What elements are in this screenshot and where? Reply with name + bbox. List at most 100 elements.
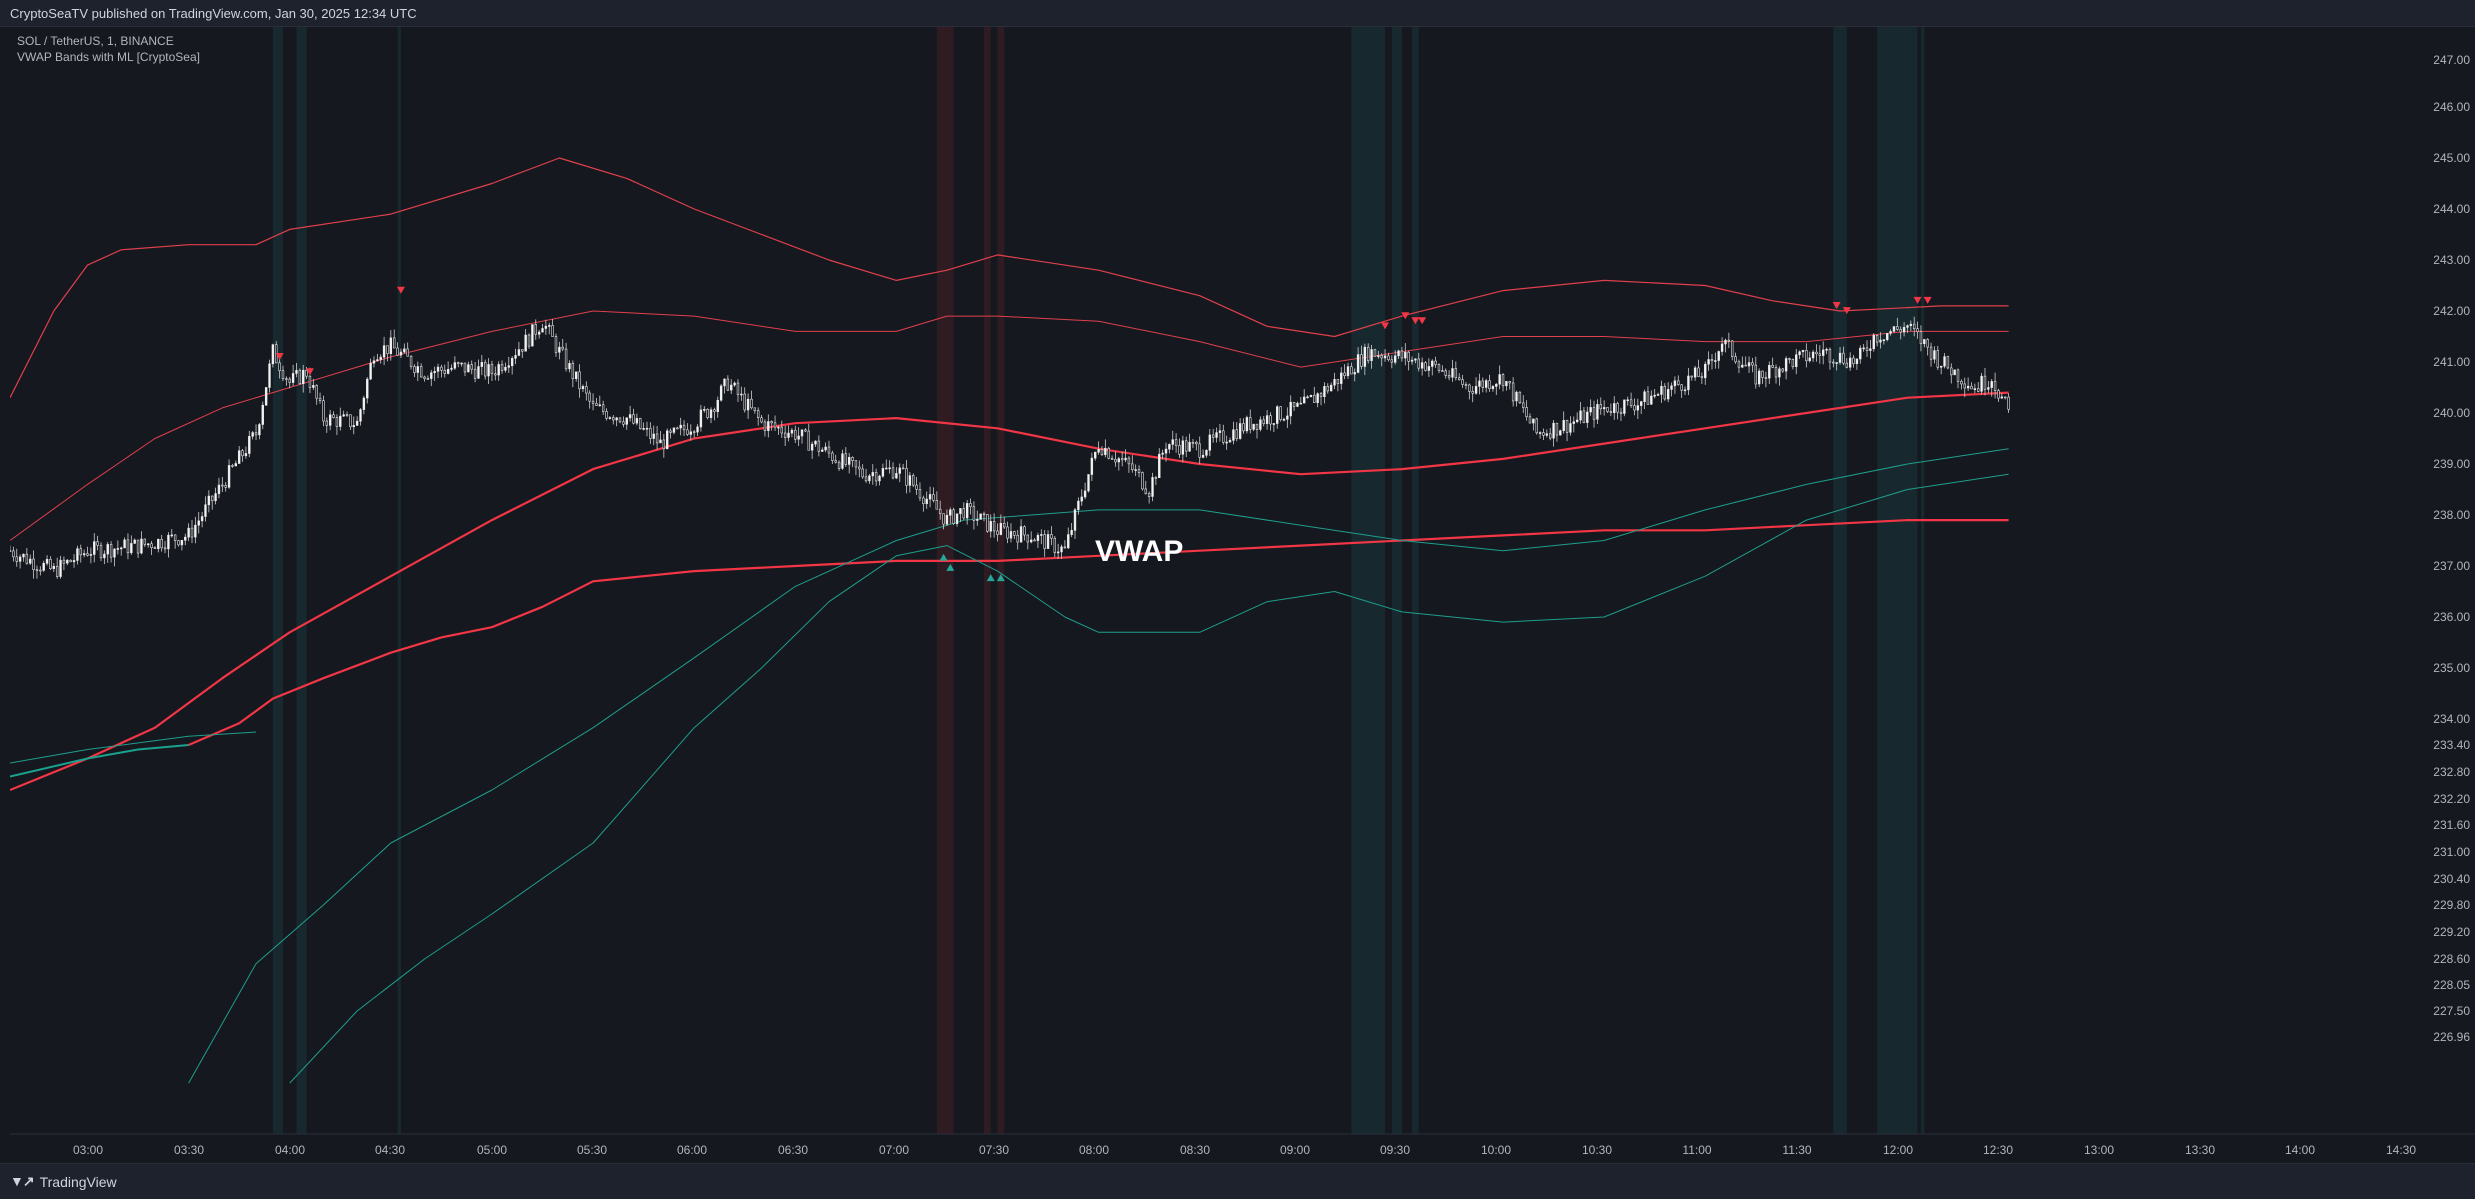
candle-body — [874, 472, 878, 482]
candle-body — [1771, 365, 1774, 368]
sell-signal-marker — [1842, 307, 1851, 315]
candle-body — [1724, 339, 1727, 345]
candle-body — [986, 514, 989, 532]
candle-body — [494, 373, 497, 376]
candle-body — [763, 421, 767, 431]
candle-body — [1110, 457, 1114, 460]
candle-body — [1977, 388, 1980, 392]
candle-body — [780, 426, 783, 434]
symbol-label[interactable]: SOL / TetherUS, 1, BINANCE — [17, 34, 174, 48]
candle-body — [1606, 407, 1609, 412]
candle-body — [453, 362, 457, 369]
candle-body — [1687, 375, 1690, 391]
candle-body — [190, 527, 194, 538]
candle-body — [1262, 419, 1265, 424]
candle-body — [1842, 352, 1845, 364]
candle-body — [244, 453, 248, 457]
candle-body — [1993, 381, 1997, 391]
candle-body — [1077, 500, 1080, 511]
y-tick-label: 235.00 — [2433, 661, 2470, 675]
candle-body — [736, 382, 740, 395]
candle-body — [922, 497, 925, 505]
candle-body — [1646, 391, 1650, 405]
candle-body — [113, 548, 116, 558]
candle-body — [1710, 359, 1714, 362]
x-tick-label: 10:00 — [1481, 1143, 1511, 1157]
band-line-2 — [10, 391, 2009, 792]
candle-body — [1336, 379, 1340, 384]
candle-body — [1046, 534, 1050, 549]
candle-body — [1316, 393, 1319, 403]
candle-body — [871, 472, 874, 477]
candle-body — [1222, 430, 1225, 443]
candle-body — [962, 508, 965, 519]
candle-body — [146, 543, 150, 546]
candle-body — [901, 467, 905, 470]
candle-body — [1916, 328, 1919, 333]
candle-body — [1400, 350, 1404, 359]
candle-body — [804, 429, 807, 432]
candle-body — [1481, 380, 1485, 388]
candle-body — [1087, 474, 1090, 492]
candle-body — [1073, 509, 1077, 531]
candle-body — [76, 548, 79, 561]
candle-body — [258, 424, 261, 436]
candle-body — [1552, 422, 1555, 439]
candle-body — [1811, 351, 1815, 359]
candle-body — [1070, 530, 1073, 535]
candle-body — [143, 538, 147, 545]
candle-body — [1495, 383, 1498, 387]
candle-body — [1778, 368, 1781, 378]
publish-header: CryptoSeaTV published on TradingView.com… — [0, 0, 2475, 27]
indicator-label[interactable]: VWAP Bands with ML [CryptoSea] — [17, 50, 200, 64]
candle-body — [531, 324, 534, 347]
candle-body — [1094, 451, 1097, 459]
candle-body — [881, 468, 885, 477]
candle-body — [413, 366, 416, 373]
candle-body — [463, 362, 467, 373]
candle-body — [1259, 419, 1262, 430]
candle-body — [1299, 402, 1303, 405]
candle-body — [89, 554, 93, 556]
candle-body — [1107, 447, 1110, 459]
candle-body — [457, 362, 460, 364]
candle-body — [1120, 458, 1124, 461]
candle-body — [1164, 448, 1168, 454]
candle-body — [1484, 380, 1488, 388]
candle-body — [730, 384, 733, 391]
chart-area[interactable]: VWAP 247.00 246.00 245.00 244.00 243.00 242.00… — [10, 27, 2475, 1163]
candle-body — [1205, 449, 1208, 456]
price-chart[interactable]: VWAP 247.00 246.00 245.00 244.00 243.00 242.00… — [10, 27, 2475, 1163]
x-tick-label: 07:30 — [979, 1143, 1009, 1157]
candle-body — [1097, 449, 1100, 453]
candle-body — [504, 366, 507, 371]
candle-body — [1360, 354, 1363, 367]
x-tick-label: 04:00 — [275, 1143, 305, 1157]
candle-body — [419, 366, 423, 378]
y-tick-label: 241.00 — [2433, 355, 2470, 369]
candle-body — [1872, 334, 1875, 350]
candle-body — [1441, 370, 1444, 372]
candle-body — [1859, 347, 1862, 360]
candle-body — [1832, 361, 1835, 364]
candle-body — [406, 348, 409, 357]
candle-body — [858, 466, 861, 470]
candle-body — [1629, 399, 1633, 406]
candle-body — [160, 539, 163, 549]
candle-body — [248, 436, 251, 454]
candle-body — [1350, 366, 1353, 375]
candle-body — [837, 461, 841, 469]
candle-body — [430, 372, 433, 379]
candle-body — [564, 348, 568, 370]
candle-body — [1690, 375, 1693, 378]
candle-body — [1875, 334, 1879, 343]
candle-body — [844, 453, 848, 465]
buy-signal-marker — [946, 563, 955, 571]
candle-body — [1913, 323, 1916, 329]
tradingview-brand[interactable]: ▼↗ TradingView — [10, 1173, 117, 1190]
candle-body — [288, 378, 291, 383]
candle-body — [1862, 347, 1865, 350]
candle-body — [369, 362, 372, 380]
candle-body — [517, 349, 521, 356]
candle-body — [29, 558, 32, 564]
